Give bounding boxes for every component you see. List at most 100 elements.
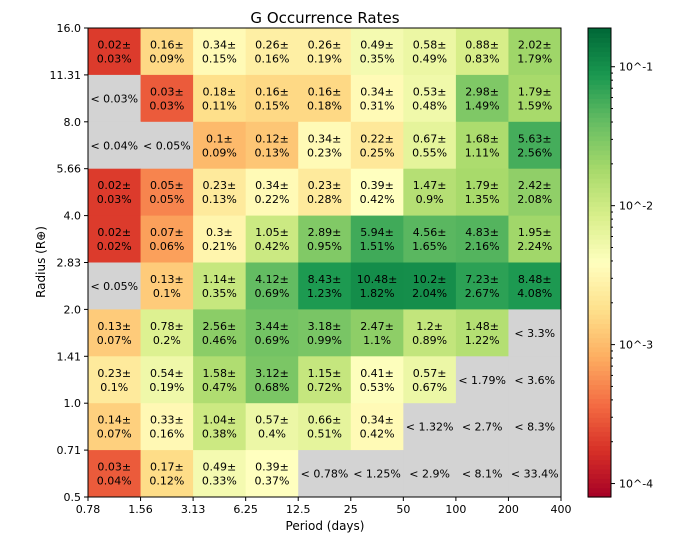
cell-error: 0.28% [307,193,342,206]
cell-label: < 3.6% [514,374,555,387]
colorbar-segment [588,271,611,278]
cell-value: 0.53± [413,85,447,98]
cell-error: 1.23% [307,287,342,300]
heatmap-cell [245,309,299,357]
cell-error: 0.68% [254,381,289,394]
heatmap-cell [298,121,352,170]
cell-error: 2.24% [517,240,552,253]
cell-error: 1.1% [363,334,391,347]
cell-value: 2.42± [518,179,552,192]
cell-value: 0.02± [97,179,131,192]
cell-value: 0.39± [255,461,289,474]
colorbar [587,27,615,498]
cell-error: 0.46% [202,334,237,347]
colorbar-segment [588,140,611,146]
cell-error: 0.11% [202,99,237,112]
cell-value: 10.48± [357,273,398,286]
colorbar-segment [588,454,611,461]
cell-label: < 1.25% [353,468,401,481]
cell-error: 0.02% [97,240,132,253]
heatmap-cell [193,28,247,76]
colorbar-segment [588,168,611,174]
colorbar-segment [588,196,611,203]
colorbar-segment [588,314,611,320]
heatmap-cell [193,74,247,123]
colorbar-segment [588,229,611,235]
cell-error: 0.1% [100,381,128,394]
cell-error: 0.03% [97,52,132,65]
cell-value: 2.56± [203,320,237,333]
x-tick-label: 3.13 [181,503,206,516]
heatmap-cell [245,168,299,217]
colorbar-segment [588,117,611,123]
heatmap-cell [88,28,142,76]
cell-error: 0.21% [202,240,237,253]
colorbar-segment [588,182,611,189]
colorbar-segment [588,440,611,447]
heatmap-cell [455,121,509,170]
heatmap-cell [193,262,247,310]
y-tick-label: 1.41 [57,350,82,363]
colorbar-segment [588,37,611,43]
colorbar-segment [588,473,611,479]
colorbar-segment [588,135,611,142]
cell-error: 0.16% [254,52,289,65]
cell-error: 0.53% [360,381,395,394]
colorbar-segment [588,281,611,287]
heatmap-cell [140,168,194,217]
cell-error: 0.19% [307,52,342,65]
cell-value: 1.79± [518,85,552,98]
x-tick-label: 1.56 [128,503,153,516]
heatmap-cell [403,309,457,357]
colorbar-tick-labels: 10^-4 10^-3 10^-2 10^-1 [619,61,653,491]
cell-value: 0.58± [413,38,447,51]
heatmap-cell [455,309,509,357]
colorbar-segment [588,206,611,212]
y-tick-label: 4.0 [64,210,82,223]
heatmap-cell [403,28,457,76]
cell-value: 0.03± [150,85,184,98]
cell-error: 0.2% [153,334,181,347]
heatmap-cell [298,450,352,498]
cell-value: 8.48± [518,273,552,286]
colorbar-segment [588,224,611,231]
heatmap-cell [140,356,194,404]
colorbar-segment [588,70,611,76]
heatmap-cell [193,403,247,451]
cell-value: 0.23± [308,179,342,192]
cell-error: 0.31% [360,99,395,112]
heatmap-cell [245,74,299,123]
cell-error: 0.42% [360,193,395,206]
cell-value: 0.39± [360,179,394,192]
cell-label: < 3.3% [514,327,555,340]
cell-value: 2.98± [465,85,499,98]
colorbar-segment [588,234,611,240]
cell-error: 2.56% [517,146,552,159]
cell-value: 0.34± [203,38,237,51]
cell-error: 2.67% [465,287,500,300]
cell-error: 0.15% [202,52,237,65]
cell-error: 2.16% [465,240,500,253]
x-tick-label: 25 [344,503,358,516]
colorbar-segment [588,60,611,67]
colorbar-segment [588,370,611,376]
cell-error: 0.15% [254,99,289,112]
cell-label: < 8.1% [462,468,503,481]
x-tick-label: 200 [498,503,519,516]
cell-value: 0.26± [255,38,289,51]
colorbar-segment [588,42,611,48]
heatmap-cell [88,121,142,170]
colorbar-segment [588,159,611,165]
heatmap-cell [508,450,562,498]
colorbar-segment [588,309,611,315]
cell-value: 1.95± [518,226,552,239]
cell-error: 0.05% [149,193,184,206]
cell-label: < 1.32% [406,421,454,434]
heatmap-cell [140,215,194,263]
chart-title: G Occurrence Rates [250,9,399,27]
colorbar-frame [587,27,612,498]
y-tick-label: 0.5 [64,491,82,504]
heatmap-cell [403,356,457,404]
colorbar-segment [588,304,611,310]
